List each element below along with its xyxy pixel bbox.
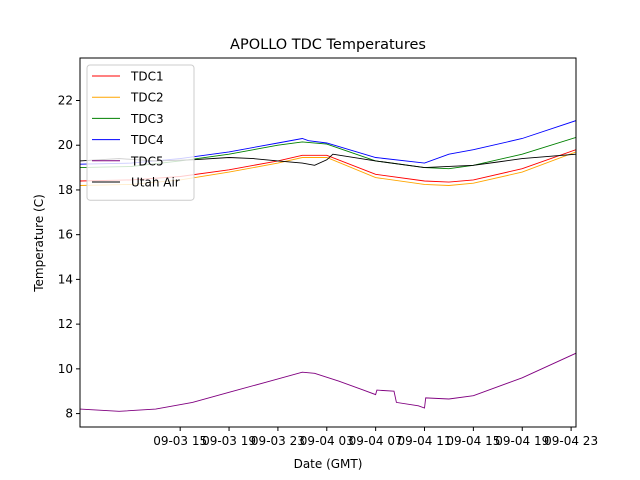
legend-label-tdc4: TDC4 bbox=[130, 133, 164, 147]
y-tick-label: 20 bbox=[58, 138, 73, 152]
y-tick-label: 16 bbox=[58, 228, 73, 242]
x-tick-label: 09-03 15 bbox=[153, 434, 207, 448]
x-tick-label: 09-04 15 bbox=[446, 434, 500, 448]
x-tick-label: 09-03 23 bbox=[251, 434, 305, 448]
legend-label-tdc2: TDC2 bbox=[130, 91, 164, 105]
y-tick-label: 8 bbox=[65, 407, 73, 421]
y-tick-label: 14 bbox=[58, 272, 73, 286]
y-tick-label: 22 bbox=[58, 93, 73, 107]
plot-frame bbox=[79, 57, 577, 428]
x-tick-label: 09-04 19 bbox=[495, 434, 549, 448]
legend-label-tdc1: TDC1 bbox=[130, 70, 164, 84]
y-axis-label: Temperature (C) bbox=[32, 194, 46, 293]
x-tick-label: 09-04 23 bbox=[544, 434, 598, 448]
legend: TDC1 TDC2 TDC3 TDC4 TDC5 Utah Air bbox=[86, 64, 195, 201]
legend-label-tdc3: TDC3 bbox=[130, 112, 164, 126]
chart-title: APOLLO TDC Temperatures bbox=[230, 37, 426, 53]
legend-label-utah-air: Utah Air bbox=[131, 176, 180, 190]
legend-box bbox=[86, 64, 195, 201]
x-axis-label: Date (GMT) bbox=[294, 457, 363, 471]
y-tick-label: 10 bbox=[58, 362, 73, 376]
x-tick-label: 09-04 07 bbox=[349, 434, 403, 448]
legend-label-tdc5: TDC5 bbox=[130, 154, 164, 168]
series-line-tdc5 bbox=[80, 352, 576, 412]
x-tick-label: 09-04 03 bbox=[300, 434, 354, 448]
y-tick-label: 18 bbox=[58, 183, 73, 197]
x-tick-label: 09-03 19 bbox=[202, 434, 256, 448]
x-tick-label: 09-04 11 bbox=[398, 434, 452, 448]
y-tick-label: 12 bbox=[58, 317, 73, 331]
